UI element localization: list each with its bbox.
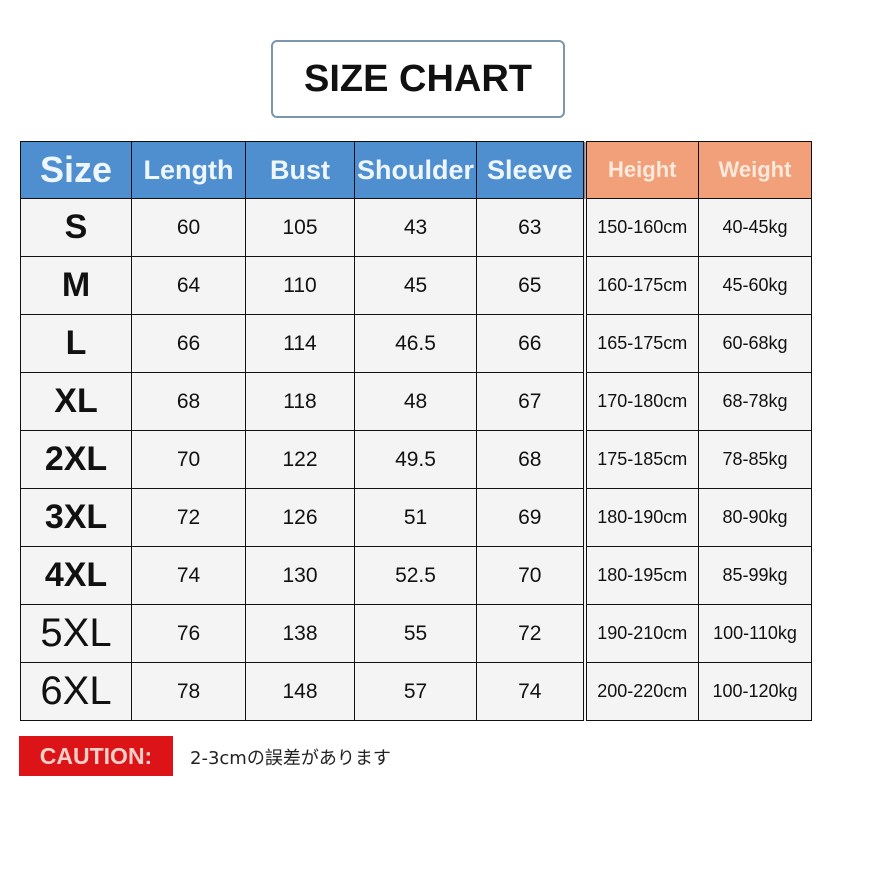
table-row: 4XL 74 130 52.5 70 180-195cm 85-99kg xyxy=(20,546,812,605)
table-row: XL 68 118 48 67 170-180cm 68-78kg xyxy=(20,372,812,431)
cell-weight: 100-110kg xyxy=(698,604,812,663)
cell-size: 4XL xyxy=(20,546,132,605)
cell-shoulder: 52.5 xyxy=(354,546,477,605)
cell-sleeve: 69 xyxy=(476,488,585,547)
cell-length: 72 xyxy=(131,488,246,547)
header-row: Size Length Bust Shoulder Sleeve Height Weight xyxy=(20,141,812,199)
cell-length: 74 xyxy=(131,546,246,605)
cell-sleeve: 72 xyxy=(476,604,585,663)
cell-size: M xyxy=(20,256,132,315)
table-row: 6XL 78 148 57 74 200-220cm 100-120kg xyxy=(20,662,812,721)
cell-bust: 122 xyxy=(245,430,355,489)
cell-sleeve: 65 xyxy=(476,256,585,315)
cell-size: 6XL xyxy=(20,662,132,721)
caution-text: 2-3cmの誤差があります xyxy=(190,748,391,769)
cell-bust: 126 xyxy=(245,488,355,547)
cell-bust: 148 xyxy=(245,662,355,721)
table-row: 5XL 76 138 55 72 190-210cm 100-110kg xyxy=(20,604,812,663)
cell-length: 70 xyxy=(131,430,246,489)
cell-sleeve: 70 xyxy=(476,546,585,605)
header-size: Size xyxy=(20,141,132,199)
cell-length: 76 xyxy=(131,604,246,663)
table-row: 2XL 70 122 49.5 68 175-185cm 78-85kg xyxy=(20,430,812,489)
cell-height: 180-190cm xyxy=(582,488,699,547)
size-table: Size Length Bust Shoulder Sleeve Height Weight… xyxy=(20,141,812,721)
cell-height: 175-185cm xyxy=(582,430,699,489)
cell-bust: 130 xyxy=(245,546,355,605)
cell-shoulder: 43 xyxy=(354,198,477,257)
table-row: 3XL 72 126 51 69 180-190cm 80-90kg xyxy=(20,488,812,547)
cell-shoulder: 57 xyxy=(354,662,477,721)
cell-weight: 40-45kg xyxy=(698,198,812,257)
cell-weight: 45-60kg xyxy=(698,256,812,315)
cell-shoulder: 46.5 xyxy=(354,314,477,373)
cell-shoulder: 48 xyxy=(354,372,477,431)
cell-height: 200-220cm xyxy=(582,662,699,721)
cell-weight: 100-120kg xyxy=(698,662,812,721)
cell-height: 190-210cm xyxy=(582,604,699,663)
cell-shoulder: 49.5 xyxy=(354,430,477,489)
table-row: M 64 110 45 65 160-175cm 45-60kg xyxy=(20,256,812,315)
cell-size: XL xyxy=(20,372,132,431)
header-sleeve: Sleeve xyxy=(476,141,585,199)
cell-length: 68 xyxy=(131,372,246,431)
cell-weight: 60-68kg xyxy=(698,314,812,373)
cell-sleeve: 63 xyxy=(476,198,585,257)
cell-height: 165-175cm xyxy=(582,314,699,373)
cell-weight: 78-85kg xyxy=(698,430,812,489)
cell-weight: 85-99kg xyxy=(698,546,812,605)
cell-weight: 68-78kg xyxy=(698,372,812,431)
table-row: S 60 105 43 63 150-160cm 40-45kg xyxy=(20,198,812,257)
header-bust: Bust xyxy=(245,141,355,199)
cell-bust: 114 xyxy=(245,314,355,373)
cell-bust: 110 xyxy=(245,256,355,315)
cell-sleeve: 74 xyxy=(476,662,585,721)
cell-size: 2XL xyxy=(20,430,132,489)
cell-bust: 118 xyxy=(245,372,355,431)
cell-length: 64 xyxy=(131,256,246,315)
cell-bust: 138 xyxy=(245,604,355,663)
cell-size: 3XL xyxy=(20,488,132,547)
cell-shoulder: 55 xyxy=(354,604,477,663)
cell-length: 60 xyxy=(131,198,246,257)
cell-size: S xyxy=(20,198,132,257)
cell-sleeve: 66 xyxy=(476,314,585,373)
cell-height: 180-195cm xyxy=(582,546,699,605)
cell-size: L xyxy=(20,314,132,373)
cell-bust: 105 xyxy=(245,198,355,257)
cell-height: 150-160cm xyxy=(582,198,699,257)
cell-height: 160-175cm xyxy=(582,256,699,315)
cell-sleeve: 68 xyxy=(476,430,585,489)
caution-badge: CAUTION: xyxy=(19,736,173,776)
table-row: L 66 114 46.5 66 165-175cm 60-68kg xyxy=(20,314,812,373)
cell-weight: 80-90kg xyxy=(698,488,812,547)
header-shoulder: Shoulder xyxy=(354,141,477,199)
cell-shoulder: 51 xyxy=(354,488,477,547)
cell-size: 5XL xyxy=(20,604,132,663)
header-weight: Weight xyxy=(698,141,812,199)
cell-length: 66 xyxy=(131,314,246,373)
cell-length: 78 xyxy=(131,662,246,721)
cell-shoulder: 45 xyxy=(354,256,477,315)
size-chart-title: SIZE CHART xyxy=(271,40,565,118)
header-length: Length xyxy=(131,141,246,199)
header-height: Height xyxy=(582,141,699,199)
cell-sleeve: 67 xyxy=(476,372,585,431)
cell-height: 170-180cm xyxy=(582,372,699,431)
